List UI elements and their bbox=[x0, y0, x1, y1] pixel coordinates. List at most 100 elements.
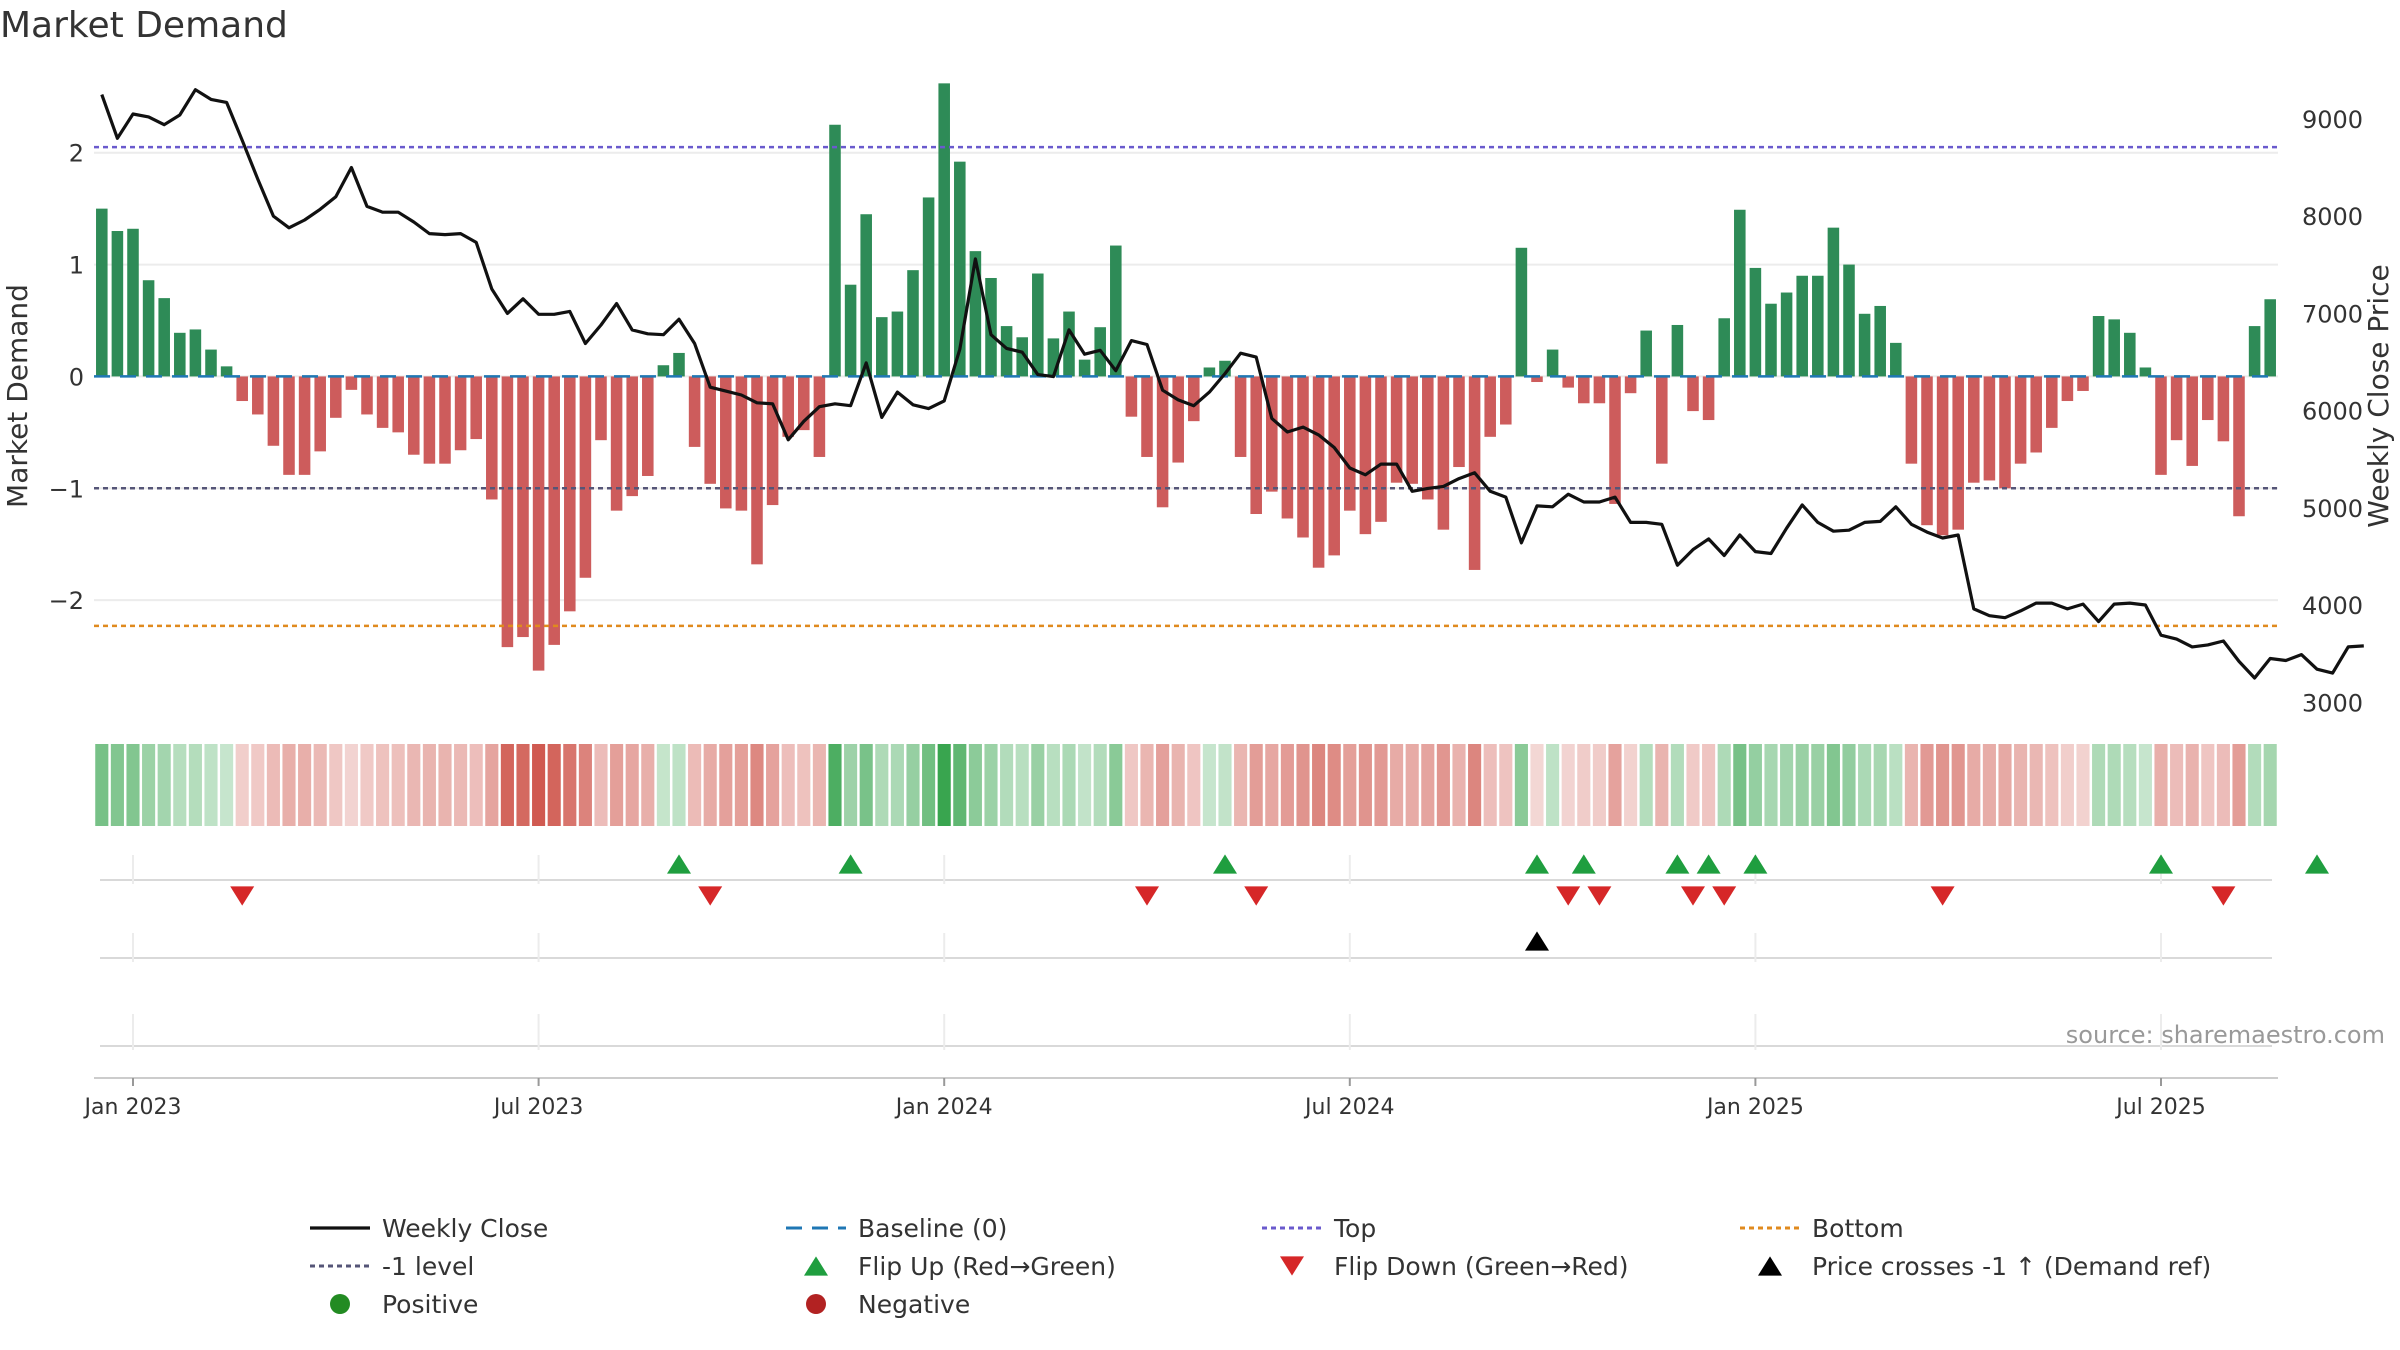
heat-cell bbox=[532, 744, 546, 826]
heat-cell bbox=[875, 744, 889, 826]
demand-bar bbox=[1422, 376, 1434, 500]
heat-cell bbox=[1733, 744, 1747, 826]
demand-bar bbox=[579, 376, 592, 578]
heat-cell bbox=[1296, 744, 1310, 826]
heat-cell bbox=[1358, 744, 1372, 826]
heat-cell bbox=[500, 744, 514, 826]
demand-bar bbox=[922, 197, 935, 377]
demand-bar bbox=[236, 376, 248, 402]
demand-bar bbox=[704, 376, 716, 484]
demand-bar bbox=[2061, 376, 2074, 402]
demand-bar bbox=[1016, 337, 1028, 377]
demand-bar bbox=[1406, 376, 1418, 484]
heat-cell bbox=[781, 744, 795, 826]
heat-cell bbox=[1327, 744, 1341, 826]
heat-cell bbox=[922, 744, 936, 826]
demand-bar bbox=[1266, 376, 1278, 492]
heat-cell bbox=[2014, 744, 2028, 826]
demand-bar bbox=[2046, 376, 2058, 428]
demand-bar bbox=[205, 349, 217, 377]
heat-cell bbox=[1405, 744, 1419, 826]
demand-bar bbox=[2124, 332, 2136, 377]
x-tick-label: Jul 2025 bbox=[2114, 1095, 2206, 1120]
demand-bar bbox=[751, 376, 763, 565]
demand-bar bbox=[1203, 367, 1216, 377]
demand-bar bbox=[1500, 376, 1512, 425]
heat-cell bbox=[734, 744, 748, 826]
demand-bar bbox=[673, 352, 685, 377]
price-line bbox=[100, 88, 2364, 680]
flip-down-marker bbox=[1712, 886, 1737, 906]
demand-bar bbox=[330, 376, 342, 418]
demand-bar bbox=[392, 376, 404, 433]
demand-bar bbox=[220, 366, 233, 377]
demand-bar bbox=[1999, 376, 2011, 489]
heat-cell bbox=[298, 744, 312, 826]
right-tick-label: 9000 bbox=[2302, 106, 2363, 134]
heat-cell bbox=[1577, 744, 1591, 826]
demand-bar bbox=[860, 214, 872, 377]
legend-item: Flip Down (Green→Red) bbox=[1280, 1252, 1629, 1281]
heat-cell bbox=[1530, 744, 1544, 826]
flip-down-marker bbox=[1556, 886, 1581, 906]
demand-bar bbox=[298, 376, 311, 475]
flip-down-marker bbox=[1244, 886, 1269, 906]
flip-down-marker bbox=[2211, 886, 2236, 906]
demand-bar bbox=[1671, 324, 1684, 377]
demand-bar bbox=[1656, 376, 1668, 464]
demand-bar bbox=[2264, 299, 2276, 377]
demand-bar bbox=[907, 270, 919, 377]
demand-bar bbox=[1125, 376, 1138, 417]
heat-cell bbox=[344, 744, 358, 826]
heat-cell bbox=[1265, 744, 1279, 826]
demand-bar bbox=[1734, 209, 1746, 377]
heat-cell bbox=[1249, 744, 1263, 826]
heat-cell bbox=[1717, 744, 1731, 826]
demand-bar bbox=[2248, 326, 2261, 377]
heat-cell bbox=[1920, 744, 1934, 826]
legend-item: Positive bbox=[330, 1290, 478, 1319]
heat-cell bbox=[2185, 744, 2199, 826]
heat-cell bbox=[1421, 744, 1435, 826]
demand-bar bbox=[1921, 376, 1933, 526]
legend-label: Baseline (0) bbox=[858, 1214, 1007, 1243]
heat-cell bbox=[563, 744, 577, 826]
demand-bar bbox=[454, 376, 467, 451]
heat-cell bbox=[859, 744, 873, 826]
y-axis-left-label: Market Demand bbox=[1, 284, 34, 508]
demand-bar bbox=[408, 376, 420, 455]
heat-cell bbox=[1561, 744, 1575, 826]
heat-cell bbox=[251, 744, 265, 826]
heat-cell bbox=[1748, 744, 1762, 826]
demand-bar bbox=[2155, 376, 2167, 475]
demand-bar bbox=[2217, 376, 2230, 442]
demand-bar bbox=[798, 376, 810, 431]
heat-cell bbox=[812, 744, 826, 826]
heat-cell bbox=[1187, 744, 1201, 826]
demand-bar bbox=[1328, 376, 1340, 556]
legend-item: Flip Up (Red→Green) bbox=[804, 1252, 1116, 1281]
legend-label: Flip Up (Red→Green) bbox=[858, 1252, 1116, 1281]
heat-cell bbox=[2123, 744, 2137, 826]
flip-up-marker bbox=[1743, 854, 1768, 874]
heat-cell bbox=[1031, 744, 1045, 826]
demand-bar bbox=[252, 376, 264, 415]
heat-cell bbox=[1670, 744, 1684, 826]
demand-bar bbox=[1624, 376, 1637, 394]
demand-bar bbox=[1453, 376, 1465, 468]
heat-cell bbox=[157, 744, 171, 826]
heat-cell bbox=[329, 744, 343, 826]
heat-cell bbox=[797, 744, 811, 826]
flip-up-marker bbox=[838, 854, 863, 874]
demand-bar bbox=[283, 376, 295, 475]
demand-bar bbox=[844, 284, 857, 377]
heat-cell bbox=[656, 744, 670, 826]
heat-cell bbox=[126, 744, 140, 826]
heat-cell bbox=[641, 744, 655, 826]
legend-item: Price crosses -1 ↑ (Demand ref) bbox=[1758, 1252, 2211, 1281]
demand-bar bbox=[345, 376, 358, 390]
x-tick-label: Jan 2023 bbox=[83, 1095, 182, 1120]
heat-cell bbox=[2107, 744, 2121, 826]
demand-bar bbox=[2014, 376, 2027, 464]
demand-bar bbox=[1562, 376, 1574, 388]
